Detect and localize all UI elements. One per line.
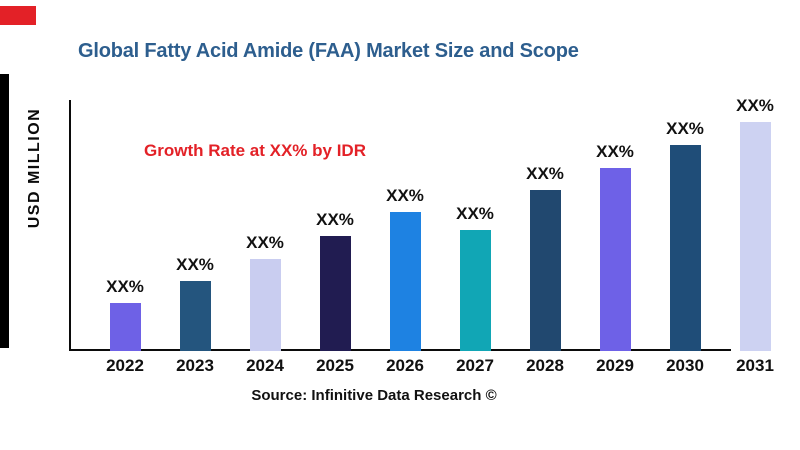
bar-2028	[529, 190, 561, 351]
bar-2026	[389, 212, 421, 351]
chart-title: Global Fatty Acid Amide (FAA) Market Siz…	[78, 40, 579, 62]
bar-2024	[249, 259, 281, 351]
bar-value-label-2022: XX%	[106, 277, 144, 296]
bar-value-label-2026: XX%	[386, 186, 424, 205]
x-tick-label-2024: 2024	[246, 356, 284, 375]
y-axis-line	[69, 100, 71, 351]
bar-2023	[179, 281, 211, 351]
source-caption: Source: Infinitive Data Research ©	[251, 387, 497, 404]
bar-2025	[319, 236, 351, 351]
bar-value-label-2028: XX%	[526, 164, 564, 183]
x-tick-label-2025: 2025	[316, 356, 354, 375]
x-tick-label-2031: 2031	[736, 356, 774, 375]
bar-value-label-2023: XX%	[176, 255, 214, 274]
bar-2029	[599, 168, 631, 351]
x-tick-label-2023: 2023	[176, 356, 214, 375]
bar-value-label-2027: XX%	[456, 204, 494, 223]
bar-value-label-2025: XX%	[316, 210, 354, 229]
black-accent-bar	[0, 74, 9, 348]
red-accent-bar	[0, 6, 36, 25]
bar-2030	[669, 145, 701, 351]
x-tick-label-2026: 2026	[386, 356, 424, 375]
bar-value-label-2031: XX%	[736, 96, 774, 115]
bar-2022	[109, 303, 141, 351]
x-tick-label-2028: 2028	[526, 356, 564, 375]
x-tick-label-2030: 2030	[666, 356, 704, 375]
growth-rate-annotation: Growth Rate at XX% by IDR	[144, 141, 366, 160]
bar-value-label-2030: XX%	[666, 119, 704, 138]
x-tick-label-2029: 2029	[596, 356, 634, 375]
bar-2027	[459, 230, 491, 351]
x-tick-label-2022: 2022	[106, 356, 144, 375]
bar-2031	[739, 122, 771, 351]
bar-value-label-2029: XX%	[596, 142, 634, 161]
x-tick-label-2027: 2027	[456, 356, 494, 375]
bar-value-label-2024: XX%	[246, 233, 284, 252]
y-axis-title: USD MILLION	[26, 107, 43, 229]
